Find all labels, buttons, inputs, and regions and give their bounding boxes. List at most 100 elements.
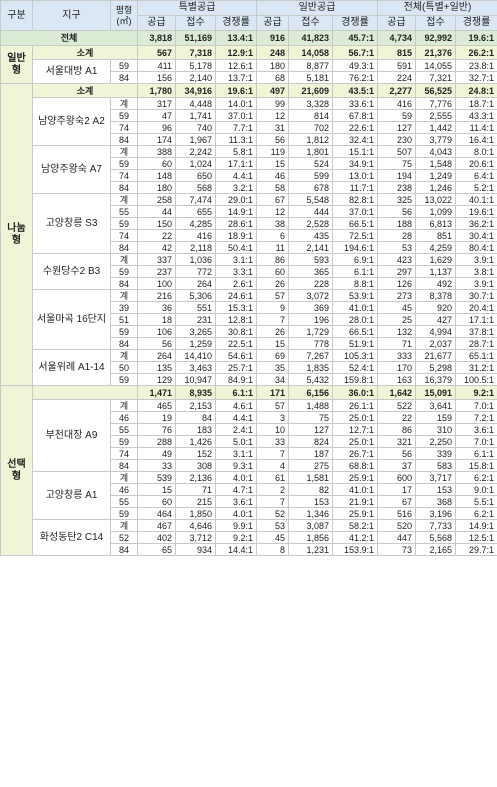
table-cell: 5,432 (288, 373, 333, 386)
table-cell: 14.0:1 (215, 97, 257, 110)
table-cell: 3,818 (137, 30, 176, 46)
table-cell: 43.3:1 (455, 109, 497, 122)
table-cell: 60 (137, 157, 176, 170)
table-cell: 273 (377, 289, 416, 302)
area-cell: 59 (110, 507, 138, 520)
area-cell: 계 (110, 349, 138, 362)
table-cell: 3,196 (415, 507, 456, 520)
table-cell: 24.6:1 (215, 289, 257, 302)
table-cell: 4,448 (175, 97, 216, 110)
table-cell: 231 (175, 313, 216, 326)
table-cell: 2.6:1 (215, 277, 257, 290)
table-cell: 56 (256, 133, 289, 146)
area-cell: 계 (110, 399, 138, 412)
table-cell: 13.4:1 (215, 30, 257, 46)
table-cell: 14,058 (288, 45, 333, 60)
table-cell: 551 (175, 301, 216, 314)
table-cell: 1,426 (175, 435, 216, 448)
table-cell: 317 (137, 97, 176, 110)
table-cell: 4,994 (415, 325, 456, 338)
district-name: 고양창릉 S3 (32, 193, 111, 254)
area-cell: 59 (110, 109, 138, 122)
table-cell: 22 (377, 411, 416, 424)
table-cell: 9.2:1 (455, 385, 497, 400)
table-cell: 11.7:1 (332, 181, 378, 194)
table-cell: 8.8:1 (332, 277, 378, 290)
table-cell: 1,548 (415, 157, 456, 170)
table-cell: 86 (256, 253, 289, 266)
table-cell: 36.0:1 (332, 385, 378, 400)
table-cell: 82.8:1 (332, 193, 378, 206)
table-cell: 51.9:1 (332, 337, 378, 350)
table-cell: 15 (256, 157, 289, 170)
table-cell: 678 (288, 181, 333, 194)
table-cell: 2,141 (288, 241, 333, 254)
table-cell: 238 (377, 181, 416, 194)
table-cell: 10 (256, 423, 289, 436)
table-cell: 21.9:1 (332, 495, 378, 508)
table-cell: 68.8:1 (332, 459, 378, 472)
table-cell: 18.9:1 (215, 229, 257, 242)
header-type: 구분 (0, 0, 33, 31)
table-cell: 3.6:1 (455, 423, 497, 436)
table-cell: 824 (288, 435, 333, 448)
table-cell: 56 (377, 447, 416, 460)
area-cell: 59 (110, 217, 138, 230)
housing-type-label: 선택형 (0, 385, 33, 556)
subtotal-label: 소계 (32, 83, 138, 98)
table-cell: 7,733 (415, 519, 456, 532)
table-cell: 369 (288, 301, 333, 314)
table-cell: 56 (137, 337, 176, 350)
table-row: 남양주왕숙2 A2 계 317 4,448 14.0:1 99 3,328 33.6:1 416… (1, 97, 497, 146)
table-cell: 1,967 (175, 133, 216, 146)
table-cell: 6.1:1 (455, 447, 497, 460)
table-cell: 58.2:1 (332, 519, 378, 532)
table-cell: 1,488 (288, 399, 333, 412)
table-cell: 12.9:1 (215, 45, 257, 60)
table-cell: 82 (288, 483, 333, 496)
table-cell: 119 (256, 145, 289, 158)
area-cell: 51 (110, 313, 138, 326)
table-cell: 3,265 (175, 325, 216, 338)
table-cell: 1,812 (288, 133, 333, 146)
table-cell: 6,813 (415, 217, 456, 230)
table-cell: 12.6:1 (215, 59, 257, 72)
district-name: 고양창릉 A1 (32, 471, 111, 520)
table-row: 59 288 1,426 5.0:1 33 824 25.0:1 321 2,250 7.0:1 (1, 435, 497, 448)
table-cell: 9.0:1 (455, 483, 497, 496)
table-cell: 593 (288, 253, 333, 266)
header-total-supply-count: 공급 (377, 15, 416, 31)
table-cell: 51,169 (175, 30, 216, 46)
table-row: 55 76 183 2.4:1 10 127 12.7:1 86 310 3.6:1 (1, 423, 497, 436)
table-cell: 1,259 (175, 337, 216, 350)
table-cell: 15 (256, 337, 289, 350)
table-cell: 31.2:1 (455, 361, 497, 374)
table-cell: 1,629 (415, 253, 456, 266)
table-cell: 1,442 (415, 121, 456, 134)
table-cell: 7,267 (288, 349, 333, 362)
district-name: 남양주왕숙 A7 (32, 145, 111, 194)
table-cell: 778 (288, 337, 333, 350)
table-cell: 42 (137, 241, 176, 254)
area-cell: 74 (110, 447, 138, 460)
table-cell: 215 (175, 495, 216, 508)
area-cell: 계 (110, 471, 138, 484)
table-cell: 66.5:1 (332, 217, 378, 230)
area-cell: 84 (110, 241, 138, 254)
table-cell: 75 (377, 157, 416, 170)
table-cell: 38 (256, 217, 289, 230)
header-special-receipt: 접수 (175, 15, 216, 31)
table-cell: 71 (377, 337, 416, 350)
table-cell: 339 (415, 447, 456, 460)
table-cell: 1,249 (415, 169, 456, 182)
table-cell: 6.1:1 (215, 385, 257, 400)
table-cell: 28 (377, 229, 416, 242)
table-cell: 194 (377, 169, 416, 182)
table-cell: 21,609 (288, 83, 333, 98)
area-cell: 84 (110, 543, 138, 556)
header-row-1: 구분 지구 평형 (㎡) 특별공급 일반공급 전체(특별+일반) (0, 0, 497, 31)
table-cell: 33 (256, 435, 289, 448)
district-name: 서울위례 A1-14 (32, 349, 111, 386)
table-cell: 2,165 (415, 543, 456, 556)
header-general-supply-count: 공급 (256, 15, 289, 31)
